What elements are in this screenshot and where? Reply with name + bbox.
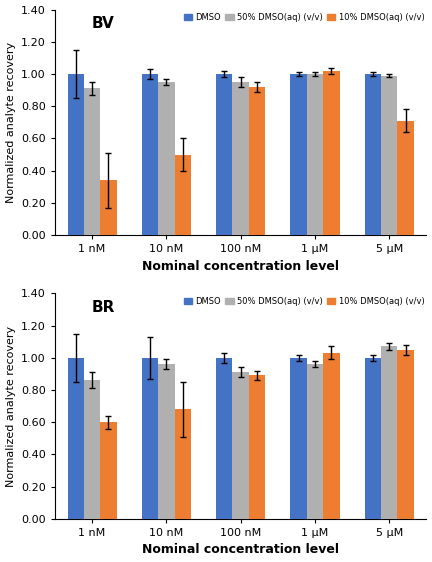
Bar xyxy=(249,87,265,235)
Bar xyxy=(67,74,84,235)
Bar xyxy=(84,88,100,235)
Y-axis label: Normalized analyte recovery: Normalized analyte recovery xyxy=(6,325,16,487)
X-axis label: Nominal concentration level: Nominal concentration level xyxy=(142,543,339,556)
Bar xyxy=(158,82,175,235)
Bar xyxy=(397,121,414,235)
Bar xyxy=(142,358,158,519)
Bar xyxy=(232,82,249,235)
Bar xyxy=(249,375,265,519)
Bar xyxy=(290,74,307,235)
Legend: DMSO, 50% DMSO(aq) (v/v), 10% DMSO(aq) (v/v): DMSO, 50% DMSO(aq) (v/v), 10% DMSO(aq) (… xyxy=(182,11,426,24)
Bar xyxy=(100,180,117,235)
Bar xyxy=(323,353,340,519)
Bar xyxy=(84,380,100,519)
Bar xyxy=(232,372,249,519)
Bar xyxy=(100,422,117,519)
Y-axis label: Normalized analyte recovery: Normalized analyte recovery xyxy=(6,42,16,203)
Bar xyxy=(290,358,307,519)
Bar xyxy=(381,347,397,519)
Text: BV: BV xyxy=(92,16,115,31)
Bar xyxy=(307,364,323,519)
Legend: DMSO, 50% DMSO(aq) (v/v), 10% DMSO(aq) (v/v): DMSO, 50% DMSO(aq) (v/v), 10% DMSO(aq) (… xyxy=(182,295,426,307)
Bar xyxy=(365,74,381,235)
Bar xyxy=(175,409,191,519)
Bar xyxy=(175,155,191,235)
Bar xyxy=(381,76,397,235)
Bar xyxy=(397,350,414,519)
Bar xyxy=(365,358,381,519)
Bar xyxy=(216,74,232,235)
Bar xyxy=(307,74,323,235)
Bar xyxy=(142,74,158,235)
Bar xyxy=(67,358,84,519)
Bar xyxy=(216,358,232,519)
X-axis label: Nominal concentration level: Nominal concentration level xyxy=(142,260,339,273)
Bar xyxy=(158,364,175,519)
Text: BR: BR xyxy=(92,300,115,315)
Bar xyxy=(323,71,340,235)
